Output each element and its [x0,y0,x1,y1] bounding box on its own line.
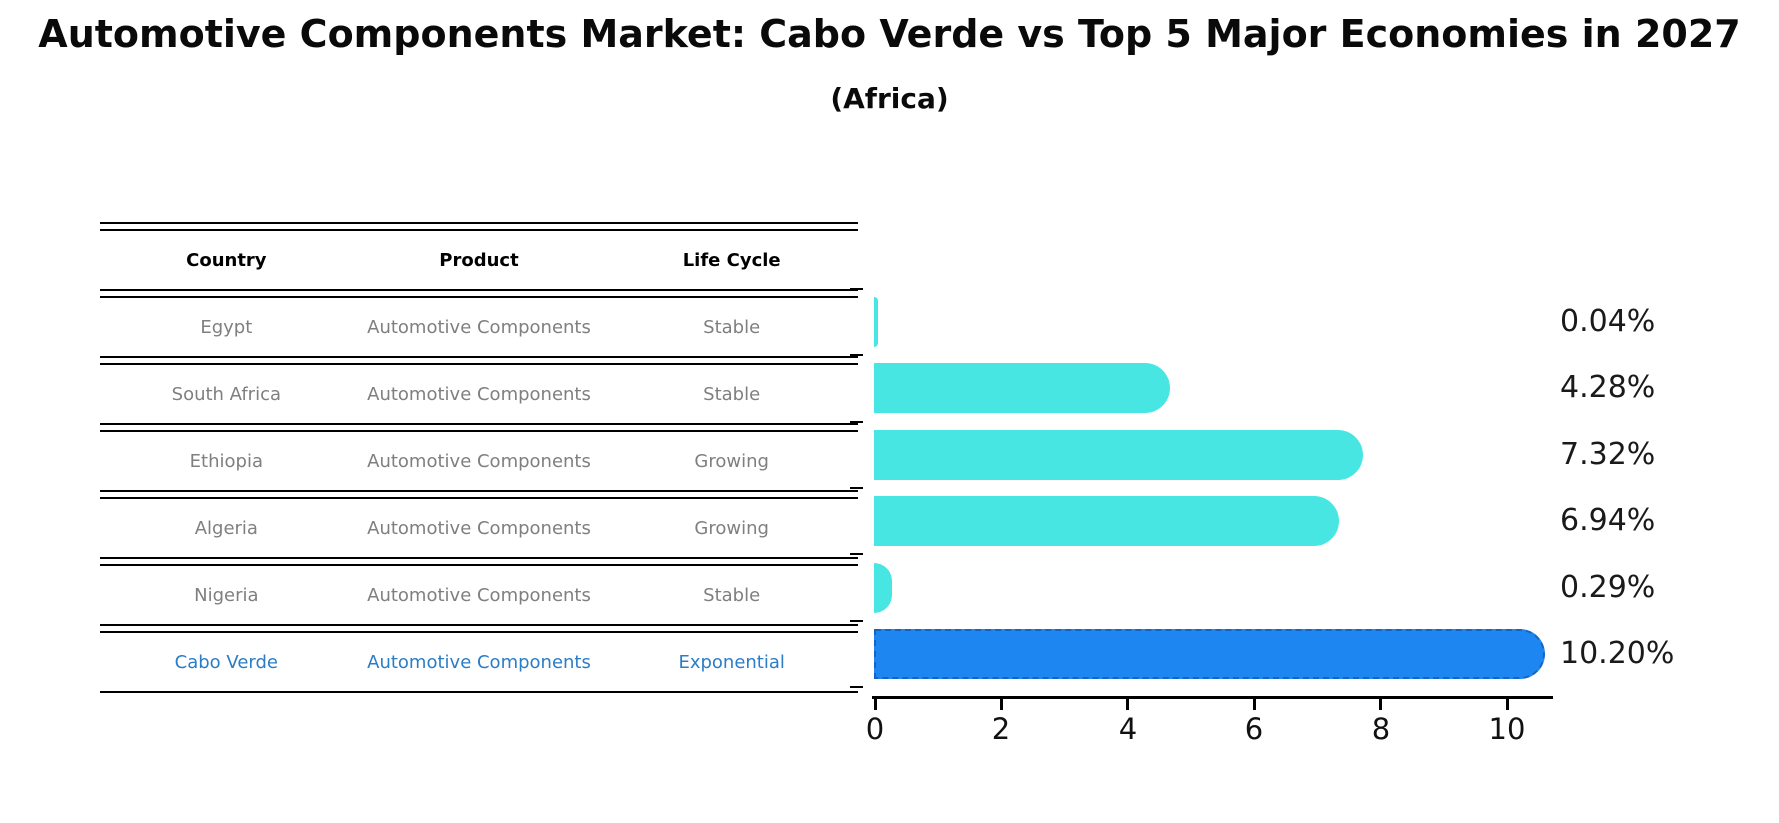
cell-country: Cabo Verde [174,651,278,673]
x-axis-tick [1379,699,1382,710]
x-axis-tick-label: 4 [1118,712,1138,746]
x-axis-tick [1126,699,1129,710]
x-axis-line [872,696,1553,699]
cell-life-cycle: Exponential [678,651,785,673]
bar-algeria [874,496,1339,546]
x-axis-tick [1253,699,1256,710]
cell-country: Algeria [194,517,258,539]
y-axis-tick [850,421,863,423]
x-axis-tick-label: 10 [1488,712,1526,746]
bar-south-africa [874,363,1170,413]
bar-value-label-nigeria: 0.29% [1560,570,1656,605]
bar-value-label-egypt: 0.04% [1560,304,1656,339]
bar-nigeria [874,563,892,613]
y-axis-tick [850,288,863,290]
bar-value-label-south-africa: 4.28% [1560,370,1656,405]
cell-country: Egypt [200,316,253,338]
cell-product: Automotive Components [367,584,591,606]
table-row-ethiopia: Ethiopia Automotive Components Growing [100,430,858,492]
table-row-egypt: Egypt Automotive Components Stable [100,296,858,358]
cell-country: South Africa [171,383,282,405]
y-axis-tick [850,553,863,555]
table-row-nigeria: Nigeria Automotive Components Stable [100,564,858,626]
cell-product: Automotive Components [367,383,591,405]
x-axis-tick [1000,699,1003,710]
y-axis-tick [850,686,863,688]
cell-product: Automotive Components [367,651,591,673]
x-axis-tick-label: 8 [1371,712,1391,746]
bar-egypt [874,297,878,347]
cell-life-cycle: Growing [694,450,769,472]
bar-ethiopia [874,430,1363,480]
bar-cabo-verde [874,629,1545,679]
x-axis-tick-label: 0 [865,712,885,746]
y-axis-tick [850,354,863,356]
y-axis-tick [850,487,863,489]
x-axis-tick [874,699,877,710]
chart-subtitle: (Africa) [830,82,949,115]
column-header-country: Country [186,249,267,271]
table-row-algeria: Algeria Automotive Components Growing [100,497,858,559]
column-header-life-cycle: Life Cycle [682,249,781,271]
cell-life-cycle: Stable [703,316,761,338]
x-axis-tick-label: 2 [991,712,1011,746]
bar-value-label-ethiopia: 7.32% [1560,437,1656,472]
table-row-cabo-verde: Cabo Verde Automotive Components Exponenti… [100,631,858,693]
column-header-product: Product [439,249,519,271]
y-axis-tick [850,620,863,622]
chart-title: Automotive Components Market: Cabo Verde… [38,12,1741,56]
cell-product: Automotive Components [367,450,591,472]
cell-product: Automotive Components [367,517,591,539]
table-row-south-africa: South Africa Automotive Components Stable [100,363,858,425]
cell-life-cycle: Growing [694,517,769,539]
cell-life-cycle: Stable [703,383,761,405]
x-axis-tick [1506,699,1509,710]
cell-product: Automotive Components [367,316,591,338]
comparison-table: Country Product Life Cycle Egypt Automotive … [100,222,858,693]
table-header-row: Country Product Life Cycle [100,229,858,291]
bar-value-label-cabo-verde: 10.20% [1560,636,1675,671]
x-axis-tick-label: 6 [1244,712,1264,746]
cell-country: Nigeria [194,584,259,606]
cell-life-cycle: Stable [703,584,761,606]
bar-value-label-algeria: 6.94% [1560,503,1656,538]
cell-country: Ethiopia [189,450,263,472]
